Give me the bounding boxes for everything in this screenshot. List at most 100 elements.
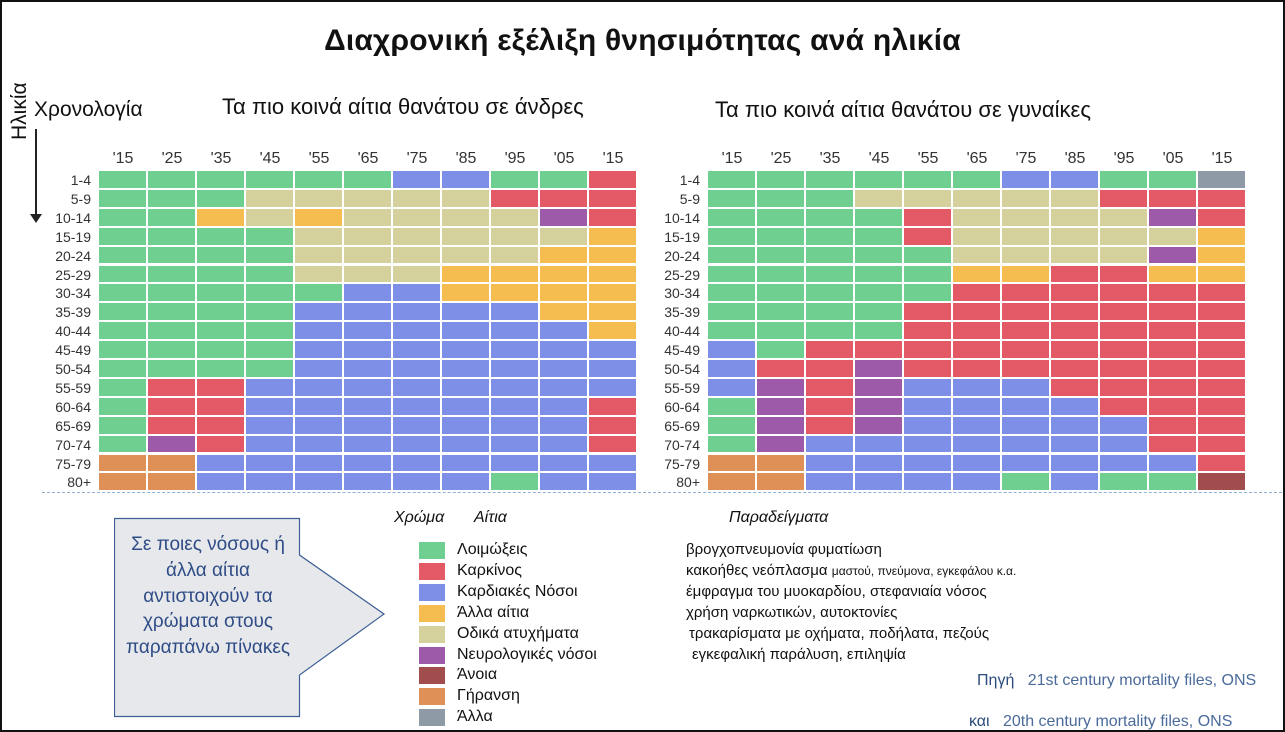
women-year-label: '95 — [1113, 150, 1135, 167]
women-heatmap-cell — [953, 397, 1000, 415]
women-heatmap-cell — [1198, 208, 1245, 226]
women-year-label: '25 — [770, 150, 792, 167]
men-heatmap-cell — [393, 322, 440, 340]
women-age-label: 15-19 — [664, 228, 700, 245]
women-heatmap-cell — [953, 171, 1000, 188]
women-heatmap-cell — [1149, 171, 1196, 188]
men-heatmap-cell — [197, 246, 244, 264]
men-heatmap-cell — [295, 473, 342, 491]
women-heatmap-cell — [1002, 227, 1049, 245]
men-heatmap-cell — [393, 435, 440, 453]
men-heatmap-cell — [295, 284, 342, 302]
men-heatmap-cell — [540, 416, 587, 434]
men-heatmap-cell — [246, 416, 293, 434]
men-heatmap-cell — [442, 360, 489, 377]
women-heatmap-cell — [757, 284, 804, 302]
men-heatmap-cell — [99, 416, 146, 434]
men-heatmap-cell — [246, 208, 293, 226]
women-heatmap-cell — [1100, 171, 1147, 188]
source-label-2: και — [969, 713, 990, 730]
women-heatmap-cell — [1198, 435, 1245, 453]
men-heatmap-cell — [393, 189, 440, 207]
men-heatmap-cell — [99, 473, 146, 491]
legend-label: Νευρολογικές νόσοι — [457, 645, 597, 663]
source-line-2: και 20th century mortality files, ONS — [969, 713, 1232, 730]
legend-example-text: έμφραγμα του μυοκαρδίου, στεφανιαία νόσο… — [686, 582, 987, 600]
men-heatmap-cell — [246, 246, 293, 264]
women-heatmap-cell — [1198, 189, 1245, 207]
age-axis-arrowhead — [30, 214, 42, 223]
women-heatmap-cell — [904, 473, 951, 491]
women-year-label: '15 — [721, 150, 743, 167]
women-heatmap-cell — [1051, 473, 1098, 491]
men-heatmap-cell — [148, 322, 195, 340]
men-heatmap-cell — [589, 454, 636, 472]
women-heatmap-cell — [1149, 397, 1196, 415]
men-heatmap-cell — [246, 454, 293, 472]
men-heatmap-cell — [344, 397, 391, 415]
women-heatmap-cell — [1100, 265, 1147, 283]
men-year-label: '55 — [308, 150, 330, 167]
women-heatmap-cell — [1100, 246, 1147, 264]
men-heatmap-cell — [442, 416, 489, 434]
men-age-label: 35-39 — [55, 304, 91, 321]
men-heatmap-cell — [393, 473, 440, 491]
women-heatmap-cell — [1002, 416, 1049, 434]
women-heatmap-cell — [953, 416, 1000, 434]
men-heatmap-cell — [295, 322, 342, 340]
men-heatmap-cell — [540, 378, 587, 396]
women-heatmap-cell — [953, 208, 1000, 226]
legend-label: Άλλα — [457, 708, 493, 726]
women-heatmap-cell — [1149, 246, 1196, 264]
women-heatmap-cell — [1149, 227, 1196, 245]
women-heatmap-cell — [757, 435, 804, 453]
men-heatmap-cell — [344, 303, 391, 321]
men-heatmap-cell — [393, 378, 440, 396]
women-heatmap-cell — [1198, 360, 1245, 377]
men-heatmap-cell — [246, 322, 293, 340]
men-age-label: 30-34 — [55, 285, 91, 302]
women-heatmap-cell — [1002, 189, 1049, 207]
men-year-label: '95 — [504, 150, 526, 167]
men-age-label: 65-69 — [55, 417, 91, 434]
women-heatmap-cell — [1100, 360, 1147, 377]
women-heatmap-cell — [1051, 454, 1098, 472]
men-age-label: 60-64 — [55, 398, 91, 415]
legend-example: βρογχοπνευμονία φυματίωση — [686, 541, 882, 558]
women-heatmap-cell — [1198, 265, 1245, 283]
women-heatmap-cell — [1100, 341, 1147, 358]
men-heatmap-cell — [148, 171, 195, 188]
men-heatmap-cell — [589, 341, 636, 358]
legend-label: Λοιμώξεις — [457, 541, 528, 558]
men-heatmap-cell — [148, 208, 195, 226]
women-heatmap-cell — [1051, 341, 1098, 358]
women-heatmap-cell — [1002, 246, 1049, 264]
women-heatmap-cell — [806, 208, 853, 226]
legend-head-examples: Παραδείγματα — [729, 509, 829, 526]
men-heatmap-cell — [442, 227, 489, 245]
men-heatmap-cell — [148, 303, 195, 321]
legend-example-text: τρακαρίσματα με οχήματα, ποδήλατα, πεζού… — [689, 624, 990, 642]
men-heatmap-cell — [99, 435, 146, 453]
men-heatmap-cell — [148, 246, 195, 264]
men-heatmap-cell — [589, 360, 636, 377]
men-year-label: '15 — [602, 150, 624, 167]
women-heatmap-cell — [806, 171, 853, 188]
women-heatmap-cell — [708, 227, 755, 245]
legend-swatch — [419, 709, 445, 727]
men-year-label: '25 — [161, 150, 183, 167]
men-heatmap-cell — [99, 284, 146, 302]
women-heatmap-cell — [708, 341, 755, 358]
men-year-label: '45 — [259, 150, 281, 167]
women-heatmap-cell — [806, 284, 853, 302]
women-heatmap-cell — [904, 208, 951, 226]
men-heatmap-cell — [197, 454, 244, 472]
men-heatmap-cell — [197, 473, 244, 491]
men-heatmap-cell — [442, 284, 489, 302]
men-heatmap-cell — [99, 189, 146, 207]
women-heatmap-cell — [1198, 416, 1245, 434]
men-year-label: '15 — [112, 150, 134, 167]
women-age-label: 75-79 — [664, 455, 700, 472]
women-heatmap-cell — [1002, 454, 1049, 472]
men-heatmap-cell — [393, 416, 440, 434]
